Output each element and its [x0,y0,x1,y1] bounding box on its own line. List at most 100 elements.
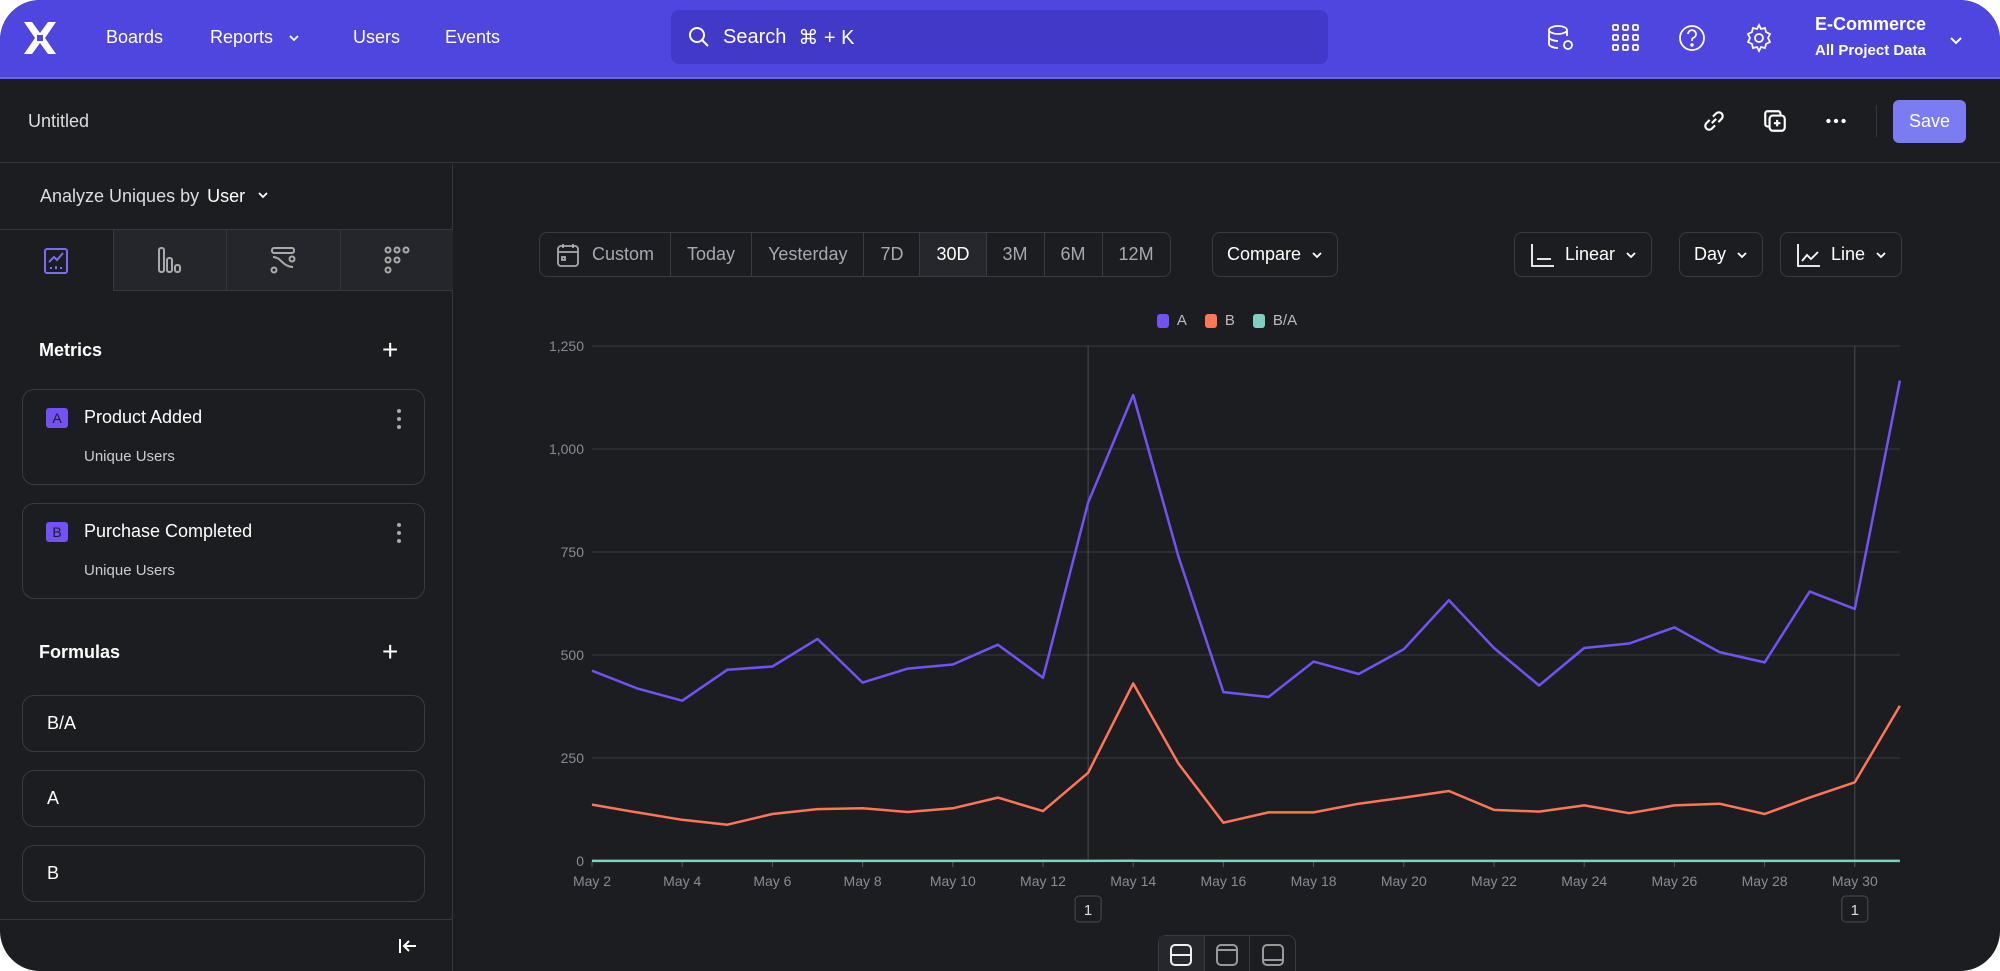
nav-boards[interactable]: Boards [106,27,164,47]
more-icon[interactable] [1823,108,1849,134]
query-sidebar: Analyze Uniques by User Metrics + A Produ… [0,164,453,971]
x-tick-label: May 12 [1020,873,1066,889]
y-tick-label: 1,250 [549,338,584,354]
date-range-7d[interactable]: 7D [863,233,919,276]
chevron-down-icon [1737,251,1747,258]
kebab-menu-icon[interactable] [396,408,402,430]
formula-card[interactable]: B [22,845,425,902]
funnels-bar-icon [157,247,181,273]
chevron-down-icon[interactable] [1948,32,1964,48]
logo-icon[interactable] [22,20,58,56]
settings-gear-icon[interactable] [1743,22,1775,54]
x-tick-label: May 2 [573,873,611,889]
formula-card[interactable]: A [22,770,425,827]
date-range-6m[interactable]: 6M [1043,233,1102,276]
search-input[interactable]: Search ⌘ + K [671,10,1328,64]
split-view-icon [1170,944,1193,966]
nav-users[interactable]: Users [353,27,401,47]
layout-top-button[interactable] [1203,936,1250,971]
tab-insights[interactable] [0,230,113,291]
layout-split-button[interactable] [1159,936,1204,971]
help-icon[interactable] [1676,22,1708,54]
report-title[interactable]: Untitled [28,111,90,131]
legend-label: A [1176,312,1187,329]
tab-funnels[interactable] [112,230,226,291]
y-tick-label: 500 [561,647,585,663]
chart-type-dropdown[interactable]: Line [1780,232,1903,277]
divider [1876,105,1877,137]
chart-area: Custom Today Yesterday 7D 30D 3M 6M 12M … [454,164,2000,971]
x-tick-label: May 8 [844,873,882,889]
annotation-marker [1074,895,1102,923]
line-chart-icon [1797,243,1820,267]
chevron-down-icon [1876,251,1886,258]
y-tick-label: 750 [561,544,585,560]
chevron-down-icon [289,34,299,41]
analyze-by-selector[interactable]: Analyze Uniques by User [40,186,270,207]
annotation-marker [1841,895,1869,923]
metric-card[interactable]: B Purchase Completed Unique Users [22,503,425,599]
top-panel-icon [1216,944,1238,966]
date-range-custom[interactable]: Custom [540,233,670,276]
legend-item[interactable]: B [1204,312,1235,329]
interval-dropdown[interactable]: Day [1679,232,1764,277]
chevron-down-icon [1626,251,1636,258]
x-tick-label: May 6 [753,873,791,889]
date-range-selector: Custom Today Yesterday 7D 30D 3M 6M 12M [539,232,1171,277]
apps-grid-icon[interactable] [1610,22,1642,54]
search-icon [689,27,709,47]
metric-card[interactable]: A Product Added Unique Users [22,389,425,485]
x-tick-label: May 10 [930,873,976,889]
sidebar-footer [0,919,453,971]
x-tick-label: May 30 [1832,873,1878,889]
nav-reports[interactable]: Reports [210,27,301,48]
x-tick-label: May 20 [1381,873,1427,889]
date-range-30d[interactable]: 30D [919,233,986,276]
report-type-tabs [0,229,453,291]
metric-letter-badge: A [46,408,68,428]
chevron-down-icon [258,192,268,199]
legend-swatch [1156,313,1169,328]
x-tick-label: May 26 [1651,873,1697,889]
nav-events[interactable]: Events [445,27,501,47]
series-line-B [591,682,1901,826]
add-formula-button[interactable]: + [382,636,399,667]
project-selector[interactable]: E-Commerce All Project Data [1815,14,1927,59]
y-tick-label: 1,000 [549,441,584,457]
date-range-3m[interactable]: 3M [985,233,1044,276]
legend-item[interactable]: A [1156,312,1187,329]
legend-swatch [1252,313,1265,328]
x-tick-label: May 18 [1291,873,1337,889]
annotation-label[interactable]: 1 [1084,902,1092,919]
tab-flows[interactable] [226,230,340,291]
legend-label: B/A [1272,312,1298,329]
annotation-label[interactable]: 1 [1851,902,1859,919]
metric-letter-badge: B [46,522,68,542]
compare-dropdown[interactable]: Compare [1212,232,1339,277]
link-icon[interactable] [1701,108,1727,134]
kebab-menu-icon[interactable] [396,522,402,544]
series-line-A [591,380,1902,702]
x-tick-label: May 22 [1471,873,1517,889]
date-range-today[interactable]: Today [670,233,751,276]
formula-card[interactable]: B/A [22,695,425,752]
scale-dropdown[interactable]: Linear [1514,232,1653,277]
x-tick-label: May 4 [663,873,701,889]
date-range-12m[interactable]: 12M [1101,233,1170,276]
save-button[interactable]: Save [1893,100,1966,143]
legend-item[interactable]: B/A [1252,312,1298,329]
collapse-sidebar-icon[interactable] [398,937,418,955]
layout-toggle [1158,935,1296,971]
add-metric-button[interactable]: + [382,334,399,365]
bottom-panel-icon [1261,944,1284,966]
report-header: Untitled Save [0,79,2000,163]
tab-retention[interactable] [339,230,453,291]
date-range-yesterday[interactable]: Yesterday [751,233,863,276]
layout-bottom-button[interactable] [1249,936,1295,971]
duplicate-icon[interactable] [1762,108,1788,134]
formulas-heading: Formulas [39,642,121,662]
database-settings-icon[interactable] [1545,22,1577,54]
x-tick-label: May 28 [1742,873,1788,889]
legend-swatch [1204,313,1217,328]
